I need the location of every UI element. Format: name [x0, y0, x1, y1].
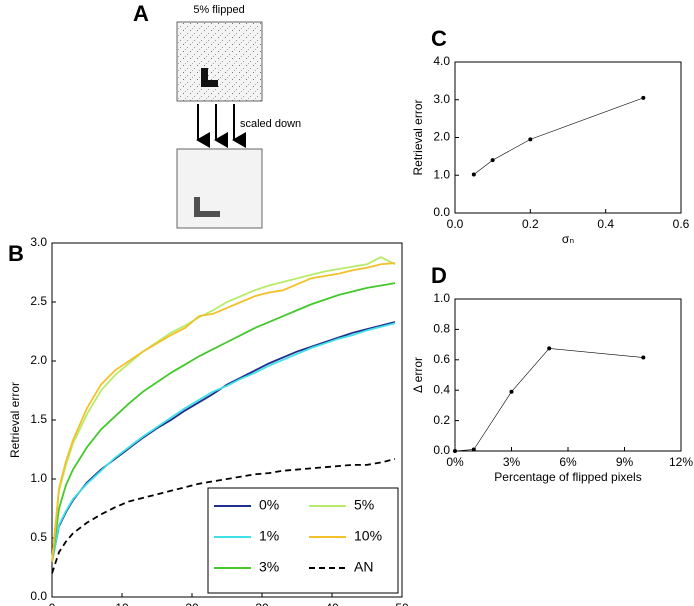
y-tick-label: 3.0	[433, 92, 450, 106]
data-point	[453, 449, 457, 453]
data-point	[490, 158, 495, 163]
image-label: 5% flipped	[193, 4, 244, 16]
y-axis-label: Retrieval error	[8, 382, 22, 458]
y-tick-label: 4.0	[433, 54, 450, 68]
x-tick-label: 50	[395, 601, 409, 606]
x-tick-label: 6%	[559, 455, 577, 469]
legend-label: 10%	[354, 528, 382, 544]
x-tick-label: 0	[49, 601, 56, 606]
y-tick-label: 2.0	[30, 353, 47, 367]
y-tick-label: 0.8	[433, 322, 450, 336]
x-tick-label: 3%	[503, 455, 521, 469]
x-tick-label: 0.0	[447, 217, 464, 231]
y-tick-label: 3.0	[30, 235, 47, 249]
letter-shape	[201, 68, 218, 87]
plot-frame	[454, 298, 682, 452]
data-point	[641, 355, 646, 360]
data-point	[641, 95, 646, 100]
y-tick-label: 0.4	[433, 382, 450, 396]
plot-frame	[454, 61, 682, 214]
data-point	[528, 137, 533, 142]
data-line	[454, 348, 644, 452]
y-tick-label: 0.6	[433, 352, 450, 366]
data-point	[471, 447, 476, 452]
x-tick-label: 0%	[446, 455, 464, 469]
y-tick-label: 2.0	[433, 130, 450, 144]
x-tick-label: 0.6	[673, 217, 690, 231]
x-tick-label: 30	[255, 601, 269, 606]
x-tick-label: 40	[325, 601, 339, 606]
data-line	[51, 322, 396, 562]
y-tick-label: 0.5	[30, 530, 47, 544]
data-line	[51, 282, 396, 562]
legend-label: 3%	[259, 559, 279, 575]
legend-label: 1%	[259, 528, 279, 544]
x-tick-label: 10	[115, 601, 129, 606]
y-tick-label: 1.0	[433, 167, 450, 181]
letter-shape	[194, 197, 220, 217]
x-axis-label: Percentage of flipped pixels	[494, 470, 641, 484]
arrow-label: scaled down	[240, 118, 301, 130]
y-axis-label: Retrieval error	[411, 99, 425, 175]
y-tick-label: 1.5	[30, 412, 47, 426]
y-tick-label: 0.0	[433, 205, 450, 219]
legend-label: 5%	[354, 497, 374, 513]
x-axis-label: σₙ	[562, 232, 574, 246]
arrows	[196, 104, 246, 148]
x-tick-label: 0.4	[597, 217, 614, 231]
y-tick-label: 1.0	[30, 471, 47, 485]
y-tick-label: 0.0	[30, 589, 47, 603]
legend-label: 0%	[259, 497, 279, 513]
x-tick-label: 0.2	[522, 217, 539, 231]
y-axis-label: Δ error	[411, 357, 425, 393]
data-line	[51, 262, 396, 562]
panel-label: A	[133, 1, 149, 26]
panel-label: C	[431, 26, 447, 51]
x-tick-label: 9%	[616, 455, 634, 469]
panel-label: D	[431, 263, 447, 288]
data-point	[509, 389, 514, 394]
x-tick-label: 20	[185, 601, 199, 606]
legend-label: AN	[354, 559, 373, 575]
noisy-image	[176, 21, 263, 102]
x-tick-label: 12%	[669, 455, 693, 469]
y-tick-label: 1.0	[433, 291, 450, 305]
y-tick-label: 0.2	[433, 413, 450, 427]
data-point	[471, 172, 476, 177]
y-tick-label: 0.0	[433, 443, 450, 457]
data-line	[51, 256, 396, 562]
y-tick-label: 2.5	[30, 294, 47, 308]
panel-label: B	[8, 241, 24, 266]
data-line	[473, 97, 644, 175]
data-point	[547, 346, 552, 351]
